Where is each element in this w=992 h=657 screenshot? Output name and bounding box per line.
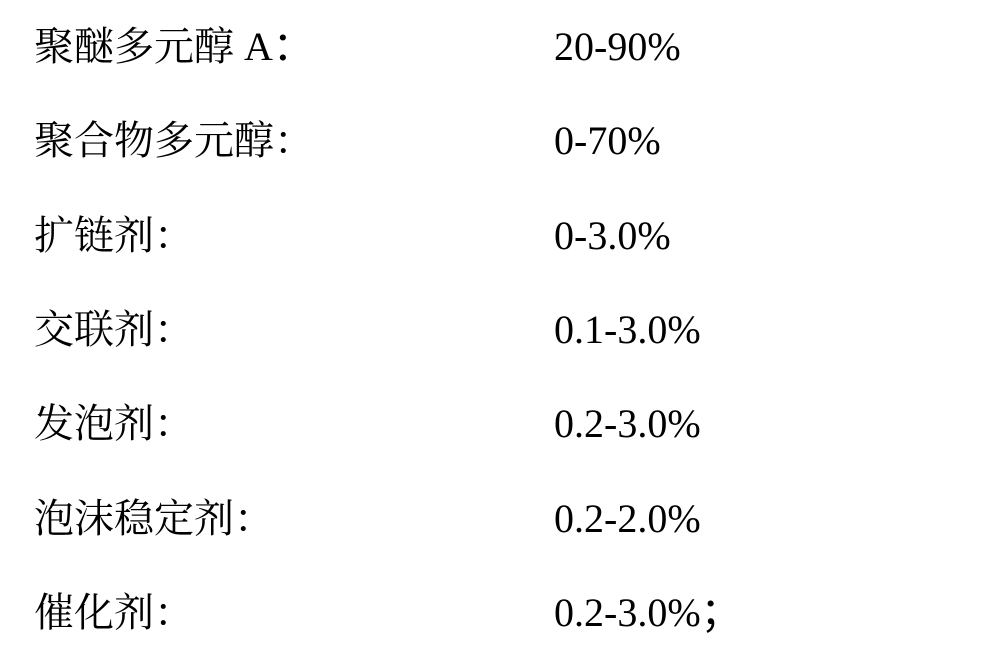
label-cn-post: ：: [273, 24, 313, 69]
list-row: 泡沫稳定剂： 0.2-2.0%: [34, 496, 964, 539]
label-cn-pre: 泡沫稳定剂：: [34, 487, 274, 544]
row-value: 0-3.0%: [554, 216, 671, 256]
row-value: 0.2-3.0%: [554, 404, 701, 444]
list-row: 催化剂： 0.2-3.0% ；: [34, 590, 964, 633]
row-value: 0.1-3.0%: [554, 310, 701, 350]
label-cn-pre: 聚合物多元醇：: [34, 109, 314, 166]
row-trailing: ；: [701, 593, 741, 633]
row-value: 0.2-3.0%: [554, 593, 701, 633]
row-value: 20-90%: [554, 27, 681, 67]
row-value: 0.2-2.0%: [554, 499, 701, 539]
row-label: 聚醚多元醇 A：: [34, 24, 554, 67]
label-cn-pre: 催化剂：: [34, 581, 194, 638]
label-cn-pre: 发泡剂：: [34, 392, 194, 449]
row-label: 催化剂：: [34, 590, 554, 633]
label-cn-pre: 聚醚多元醇: [34, 15, 234, 72]
list-row: 扩链剂： 0-3.0%: [34, 213, 964, 256]
composition-list: 聚醚多元醇 A： 20-90% 聚合物多元醇： 0-70% 扩链剂： 0-3.0…: [0, 0, 992, 657]
row-label: 发泡剂：: [34, 401, 554, 444]
label-latin: A: [234, 24, 273, 69]
row-value: 0-70%: [554, 121, 661, 161]
row-label: 交联剂：: [34, 307, 554, 350]
row-label: 扩链剂：: [34, 213, 554, 256]
row-label: 聚合物多元醇：: [34, 118, 554, 161]
label-cn-pre: 扩链剂：: [34, 204, 194, 261]
list-row: 聚醚多元醇 A： 20-90%: [34, 24, 964, 67]
list-row: 发泡剂： 0.2-3.0%: [34, 401, 964, 444]
list-row: 交联剂： 0.1-3.0%: [34, 307, 964, 350]
label-cn-pre: 交联剂：: [34, 298, 194, 355]
list-row: 聚合物多元醇： 0-70%: [34, 118, 964, 161]
row-label: 泡沫稳定剂：: [34, 496, 554, 539]
